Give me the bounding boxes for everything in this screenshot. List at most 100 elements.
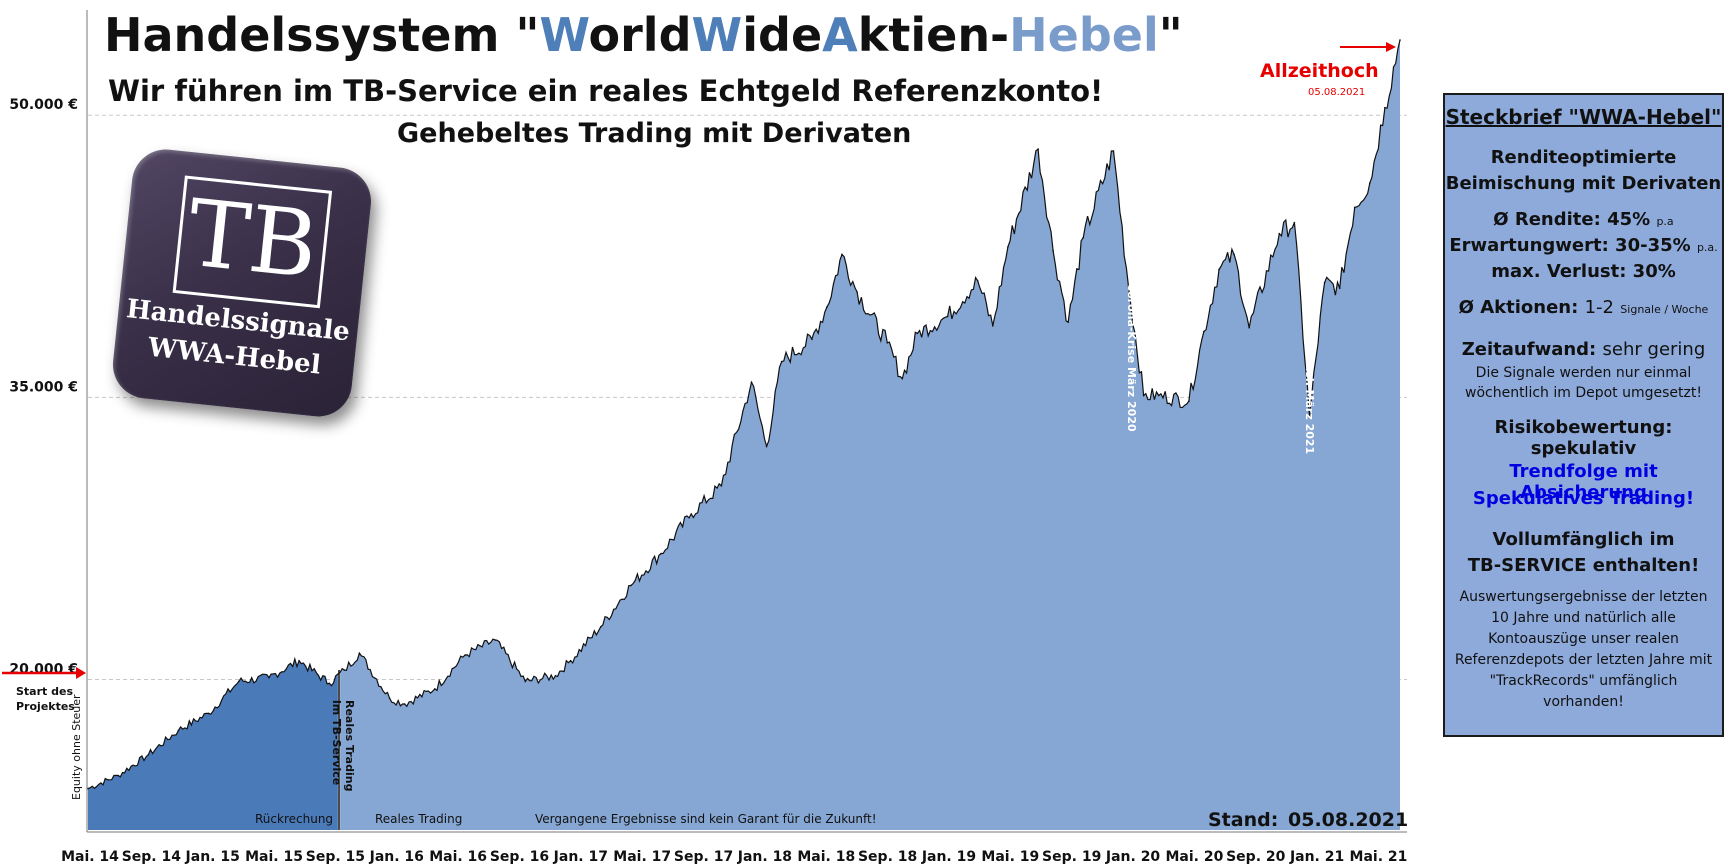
backtest-label: Rückrechung [255, 812, 333, 826]
info-aktionen: Ø Aktionen: 1-2 Signale / Woche [1445, 297, 1722, 318]
data-point [554, 675, 557, 677]
y-tick-label: 50.000 € [9, 97, 78, 113]
data-point [780, 360, 783, 363]
logo-box: TB [172, 175, 333, 309]
data-point [1112, 150, 1115, 152]
x-tick-labels: Mai. 14 Sep. 14 Jan. 15 Mai. 15 Sep. 15 Jan. … [61, 849, 1407, 865]
data-point [1142, 394, 1145, 397]
info-note-3: Kontoauszüge unser realen [1488, 631, 1679, 647]
data-point [403, 703, 406, 705]
title-w2: W [691, 8, 743, 62]
data-point [1052, 249, 1054, 252]
info-note-5: "TrackRecords" umfänglich [1489, 673, 1678, 689]
real-trading-area [340, 40, 1401, 830]
y-tick-label: 35.000 € [9, 379, 78, 395]
subtitle-1: Wir führen im TB-Service ein reales Echt… [108, 74, 1104, 108]
data-point [1218, 268, 1220, 271]
tech-annotation: Tech-Crash März 2021 [1303, 318, 1316, 454]
data-point [1384, 106, 1386, 109]
title-part-1: Handelssystem " [104, 8, 540, 62]
x-tick-label: Sep. 17 [674, 849, 733, 865]
x-tick-label: Mai. 14 [61, 849, 119, 865]
data-point [765, 445, 768, 448]
info-rendite-line-1: Renditeoptimierte [1490, 147, 1677, 168]
info-box: Steckbrief "WWA-Hebel" Renditeoptimierte… [1443, 93, 1724, 737]
ath-label: Allzeithoch [1260, 60, 1379, 82]
data-point [238, 680, 240, 683]
x-tick-label: Jan. 16 [369, 849, 424, 865]
data-point [298, 659, 300, 662]
info-note-4: Referenzdepots der letzten Jahre mit [1454, 652, 1713, 668]
title-end: " [1158, 8, 1183, 62]
info-aktionen-value: 1-2 [1584, 297, 1615, 318]
info-zeit-label: Zeitaufwand: [1461, 339, 1597, 360]
x-tick-label: Mai. 19 [981, 849, 1039, 865]
info-verlust: max. Verlust: 30% [1491, 261, 1676, 282]
data-point [1399, 39, 1401, 41]
data-point [87, 787, 89, 790]
title-hebel: Hebel [1009, 8, 1159, 62]
x-tick-label: Jan. 18 [737, 849, 792, 865]
split-vertical-label: Reales Trading im TB-Service [330, 700, 356, 795]
title-part-4: ktien- [857, 8, 1010, 62]
data-point [1007, 246, 1009, 248]
info-voll-2: TB-SERVICE enthalten! [1467, 555, 1700, 576]
data-point [524, 680, 527, 683]
info-note-2: 10 Jahre und natürlich alle [1491, 610, 1676, 626]
x-tick-label: Mai. 16 [429, 849, 487, 865]
data-point [1369, 182, 1371, 184]
real-trading-label: Reales Trading [375, 812, 462, 826]
data-point [1323, 281, 1326, 284]
data-point [1293, 221, 1296, 224]
data-point [434, 688, 436, 690]
data-point [343, 669, 346, 671]
title-w1: W [539, 8, 589, 62]
data-point [901, 377, 904, 380]
x-tick-label: Mai. 18 [797, 849, 855, 865]
stand-label: Stand: [1208, 809, 1278, 831]
x-tick-label: Mai. 15 [245, 849, 303, 865]
info-aktionen-unit: Signale / Woche [1620, 303, 1709, 316]
x-tick-label: Jan. 20 [1105, 849, 1161, 865]
data-point [147, 754, 150, 756]
data-point [811, 338, 813, 340]
data-point [826, 306, 828, 308]
corona-annotation: Corona-Krise März 2020 [1125, 283, 1138, 432]
data-point [1233, 253, 1235, 256]
data-point [841, 253, 843, 256]
data-point [1338, 287, 1341, 290]
data-point [1203, 330, 1205, 333]
ath-date: 05.08.2021 [1308, 87, 1365, 98]
data-point [630, 584, 632, 587]
info-note-1: Auswertungsergebnisse der letzten [1459, 589, 1708, 605]
y-tick-label: 20.000 € [9, 662, 78, 678]
data-point [177, 729, 180, 732]
x-tick-label: Mai. 21 [1350, 849, 1408, 865]
x-tick-label: Sep. 16 [490, 849, 549, 865]
x-tick-label: Jan. 21 [1289, 849, 1344, 865]
data-point [992, 325, 994, 327]
data-point [1127, 285, 1130, 288]
data-point [886, 342, 889, 344]
info-note-6: vorhanden! [1543, 694, 1624, 710]
data-point [916, 332, 919, 335]
subtitle-2: Gehebeltes Trading mit Derivaten [397, 118, 912, 149]
info-risiko: Risikobewertung: spekulativ [1494, 417, 1673, 459]
data-point [464, 654, 466, 656]
y-axis-label: Equity ohne Steuer [70, 694, 83, 800]
info-rendite: Ø Rendite: 45% p.a [1445, 209, 1722, 230]
start-label-2: Projektes [16, 700, 75, 713]
data-point [1037, 148, 1039, 150]
title-part-2: orld [588, 8, 692, 62]
equity-area [87, 39, 1401, 830]
info-zeit-note-1: Die Signale werden nur einmal [1475, 365, 1692, 381]
x-tick-label: Sep. 19 [1042, 849, 1101, 865]
data-point [1308, 415, 1311, 418]
info-rendite-label: Ø Rendite: 45% [1493, 209, 1651, 230]
data-point [599, 626, 602, 628]
info-zeit-value: sehr gering [1602, 339, 1706, 360]
tb-logo: TB Handelssignale WWA-Hebel [109, 146, 375, 420]
data-point [358, 652, 361, 654]
data-point [1248, 327, 1250, 329]
